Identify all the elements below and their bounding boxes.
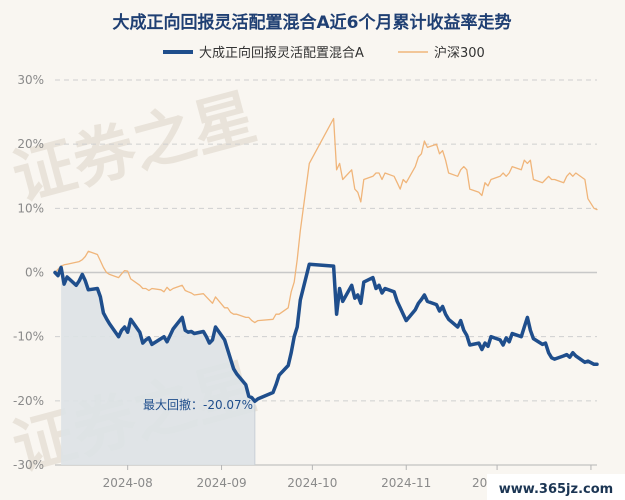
y-tick-label: 20%: [17, 137, 44, 151]
series-lines: [53, 117, 599, 404]
footer-background: [487, 474, 625, 500]
y-tick-label: 10%: [17, 201, 44, 215]
y-tick-label: 30%: [17, 73, 44, 87]
x-tick-label: 2024-10: [287, 476, 337, 490]
series-line-fund: [53, 262, 599, 404]
x-tick-label: 2024-08: [103, 476, 153, 490]
y-tick-label: 0%: [25, 266, 44, 280]
x-tick-label: 2024-11: [381, 476, 431, 490]
y-tick-label: -30%: [13, 458, 44, 472]
drawdown-label: 最大回撤：-20.07%: [143, 397, 253, 412]
footer-url: www.365jz.com: [499, 482, 613, 497]
y-tick-label: -10%: [13, 330, 44, 344]
y-tick-label: -20%: [13, 394, 44, 408]
x-tick-label: 2024-09: [196, 476, 246, 490]
legend-label-1: 大成正向回报灵活配置混合A: [199, 45, 364, 61]
chart-title: 大成正向回报灵活配置混合A近6个月累计收益率走势: [113, 12, 512, 33]
series-line-hs300: [54, 117, 598, 324]
legend: 大成正向回报灵活配置混合A 沪深300: [163, 45, 485, 61]
legend-label-2: 沪深300: [434, 45, 485, 61]
drawdown-fill: [61, 267, 255, 465]
drawdown-area: 最大回撤：-20.07%: [61, 267, 256, 465]
footer-badge: www.365jz.com: [487, 474, 625, 500]
y-axis: 30% 20% 10% 0% -10% -20% -30%: [13, 73, 44, 472]
